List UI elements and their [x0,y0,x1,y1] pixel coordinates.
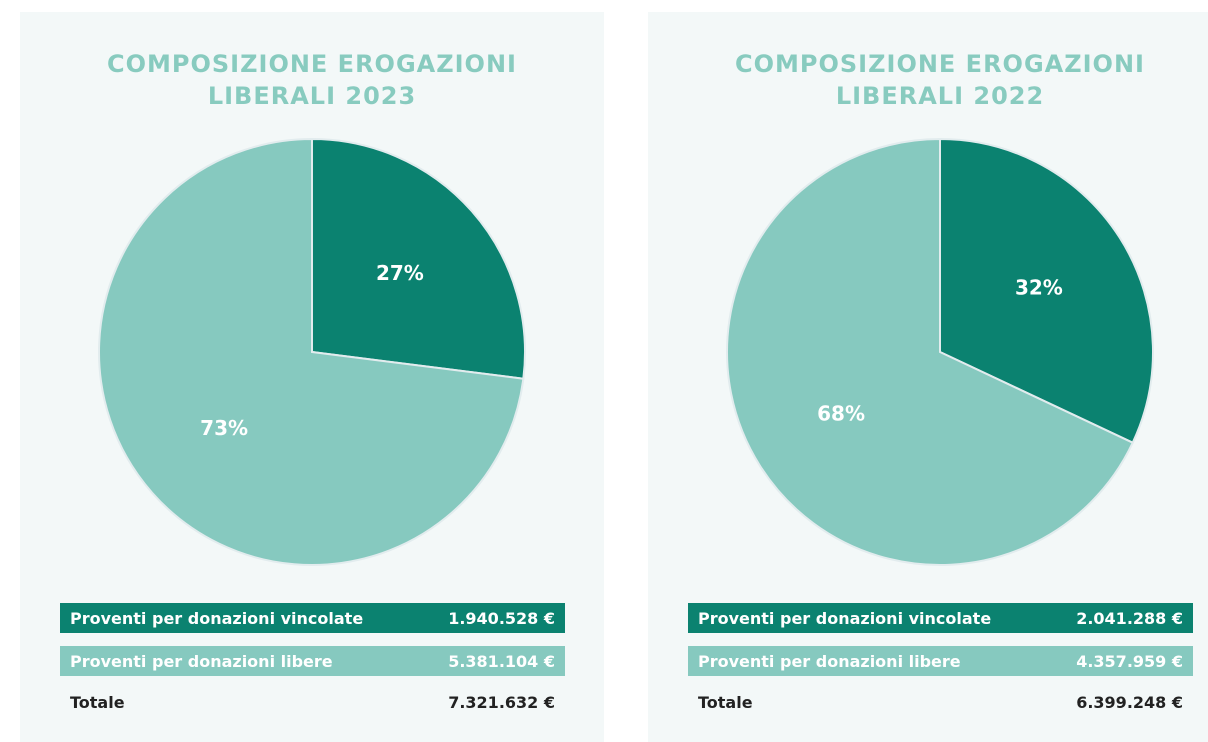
legend-label: Proventi per donazioni vincolate [70,608,364,628]
pie-slice [726,137,1135,566]
slice-label: 73% [200,416,248,440]
legend-label: Proventi per donazioni vincolate [698,608,992,628]
chart-panel: COMPOSIZIONE EROGAZIONI LIBERALI 2023 27%… [20,12,604,742]
total-amount: 7.321.632 € [448,692,555,712]
total-label: Totale [698,692,753,712]
total-row: Totale 7.321.632 € [60,687,565,717]
chart-title: COMPOSIZIONE EROGAZIONI LIBERALI 2023 [107,50,517,110]
slice-label: 32% [1015,276,1063,300]
amount: 4.357.959 € [1076,651,1183,671]
pie-slice [98,137,525,566]
pie-slice [939,137,1154,445]
chart-panel: COMPOSIZIONE EROGAZIONI LIBERALI 2022 32%… [648,12,1208,742]
total-amount: 6.399.248 € [1076,692,1183,712]
legend-row: Proventi per donazioni vincolate 2.041.28… [688,603,1193,633]
pie-chart: 32% 68% [726,137,1154,566]
legend-row: Proventi per donazioni libere 5.381.104 € [60,646,565,676]
legend-row: Proventi per donazioni libere 4.357.959 € [688,646,1193,676]
legend-row: Proventi per donazioni vincolate 1.940.52… [60,603,565,633]
amount: 5.381.104 € [448,651,555,671]
legend-label: Proventi per donazioni libere [698,651,961,671]
amount: 1.940.528 € [448,608,555,628]
slice-label: 68% [817,401,865,425]
chart-title: COMPOSIZIONE EROGAZIONI LIBERALI 2022 [735,50,1145,110]
total-label: Totale [70,692,125,712]
legend-label: Proventi per donazioni libere [70,651,333,671]
amount: 2.041.288 € [1076,608,1183,628]
total-row: Totale 6.399.248 € [688,687,1193,717]
pie-chart: 27% 73% [98,137,526,566]
slice-label: 27% [376,261,424,285]
pie-slice [311,137,526,380]
